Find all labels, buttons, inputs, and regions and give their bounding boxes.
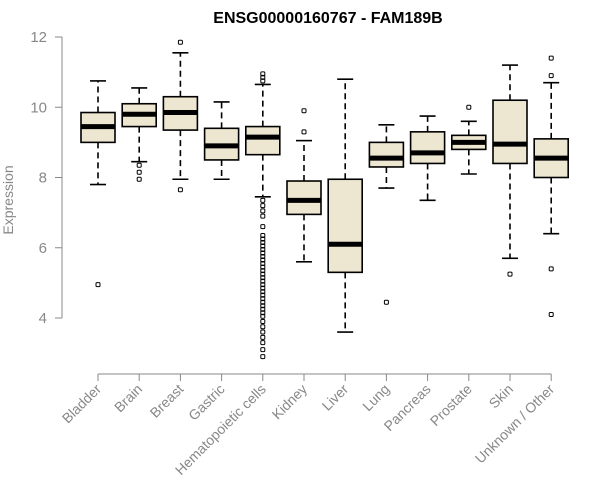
outlier-point [260, 347, 266, 353]
x-tick-label: Liver [319, 381, 352, 414]
box-group [533, 55, 570, 317]
outlier-point [507, 271, 513, 277]
y-tick-label: 4 [39, 310, 47, 327]
box-group [368, 124, 405, 305]
x-tick-label: Prostate [427, 381, 475, 429]
outlier-point [260, 329, 266, 335]
box-group [286, 108, 322, 263]
outlier-point [260, 213, 266, 219]
box-group [121, 87, 157, 182]
x-tick-label: Lung [359, 381, 392, 414]
outlier-point [260, 197, 266, 203]
outlier-point [548, 266, 554, 272]
outlier-point [548, 73, 554, 79]
box-iqr [492, 99, 528, 165]
chart-title: ENSG00000160767 - FAM189B [213, 10, 442, 27]
outlier-point [260, 71, 266, 77]
box-group [450, 104, 487, 175]
x-tick-label: Breast [147, 381, 187, 421]
outlier-point [260, 324, 266, 330]
outlier-point [260, 224, 266, 230]
box-group [327, 78, 364, 333]
outlier-point [548, 55, 554, 61]
x-tick-label: Kidney [269, 381, 311, 423]
outlier-point [301, 108, 307, 114]
box-group [203, 101, 240, 181]
box-group [409, 115, 446, 202]
outlier-point [260, 208, 266, 214]
outlier-point [177, 187, 183, 193]
boxes [80, 39, 570, 360]
outlier-point [466, 104, 472, 110]
outlier-point [95, 282, 101, 288]
outlier-point [136, 169, 142, 175]
outlier-point [260, 334, 266, 340]
box-group [162, 39, 199, 193]
outlier-point [301, 129, 307, 135]
box-iqr [286, 180, 322, 216]
outlier-point [177, 39, 183, 45]
outlier-point [260, 340, 266, 346]
x-tick-label: Brain [111, 381, 145, 415]
y-axis-label: Expression [0, 165, 16, 234]
outlier-point [260, 203, 266, 209]
x-tick-label: Skin [486, 381, 517, 412]
outlier-point [136, 162, 142, 168]
outlier-point [260, 78, 266, 84]
y-tick-label: 10 [30, 99, 47, 116]
box-iqr [368, 141, 405, 168]
outlier-point [260, 319, 266, 325]
outlier-point [383, 299, 389, 305]
box-group [245, 71, 281, 360]
outlier-point [260, 232, 266, 238]
outlier-point [260, 354, 266, 360]
outlier-point [136, 176, 142, 182]
box-group [492, 64, 528, 277]
box-group [80, 80, 116, 288]
box-iqr [409, 131, 446, 165]
y-tick-label: 8 [39, 170, 47, 187]
box-iqr [245, 125, 281, 156]
outlier-point [548, 311, 554, 317]
y-tick-label: 6 [39, 240, 47, 257]
x-tick-label: Bladder [59, 381, 105, 427]
y-tick-label: 12 [30, 29, 47, 46]
box-iqr [327, 178, 364, 274]
